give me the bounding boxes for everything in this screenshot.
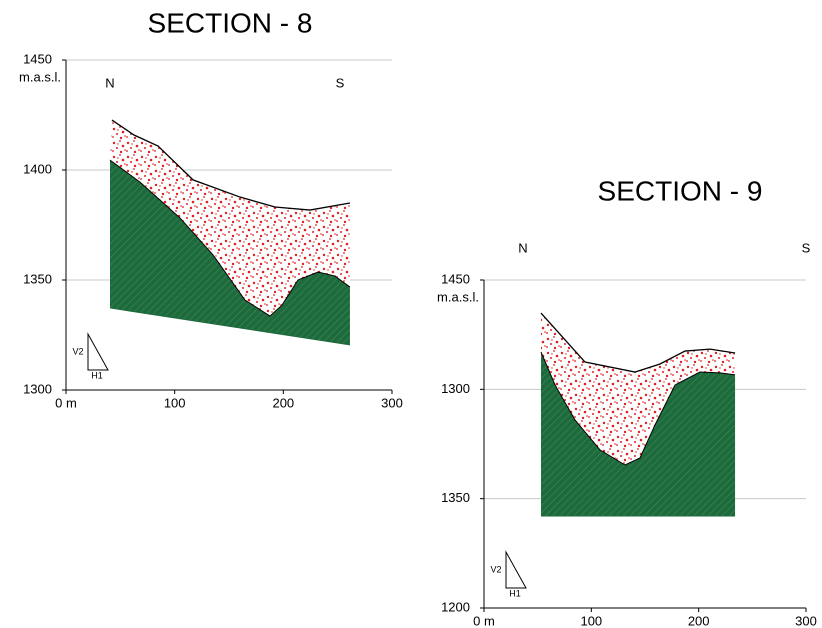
base-line (109, 307, 351, 346)
surface-line (111, 119, 351, 211)
south-label: S (336, 75, 345, 90)
y-tick-label: 1400 (23, 161, 52, 176)
bedrock-line (540, 351, 736, 466)
unit-label: m.a.s.l. (19, 69, 61, 84)
bedrock-fill (110, 160, 350, 345)
scale-triangle (87, 332, 109, 371)
soil-fill (110, 120, 350, 317)
chart-title: SECTION - 9 (598, 175, 763, 206)
x-tick-label: 100 (580, 613, 602, 628)
x-tick-label: 0 m (55, 395, 77, 410)
unit-label: m.a.s.l. (437, 289, 479, 304)
x-tick-label: 300 (795, 613, 817, 628)
x-tick-label: 300 (381, 395, 403, 410)
x-tick-label: 200 (272, 395, 294, 410)
x-tick-label: 100 (164, 395, 186, 410)
y-tick-label: 1450 (441, 271, 470, 286)
chart-title: SECTION - 8 (148, 7, 313, 38)
y-tick-label: 1300 (441, 381, 470, 396)
scale-v-label: V2 (72, 346, 83, 356)
scale-triangle (505, 550, 527, 589)
south-label: S (802, 240, 811, 255)
y-tick-label: 1450 (23, 51, 52, 66)
north-label: N (518, 240, 527, 255)
bedrock-line (109, 159, 351, 317)
north-label: N (105, 75, 114, 90)
x-tick-label: 0 m (473, 613, 495, 628)
bedrock-fill (540, 351, 736, 516)
y-tick-label: 1200 (441, 599, 470, 614)
scale-v-label: V2 (490, 564, 501, 574)
x-tick-label: 200 (688, 613, 710, 628)
y-tick-label: 1350 (441, 490, 470, 505)
y-tick-label: 1300 (23, 381, 52, 396)
scale-h-label: H1 (91, 370, 103, 380)
surface-line (540, 312, 736, 373)
scale-h-label: H1 (509, 588, 521, 598)
y-tick-label: 1350 (23, 271, 52, 286)
